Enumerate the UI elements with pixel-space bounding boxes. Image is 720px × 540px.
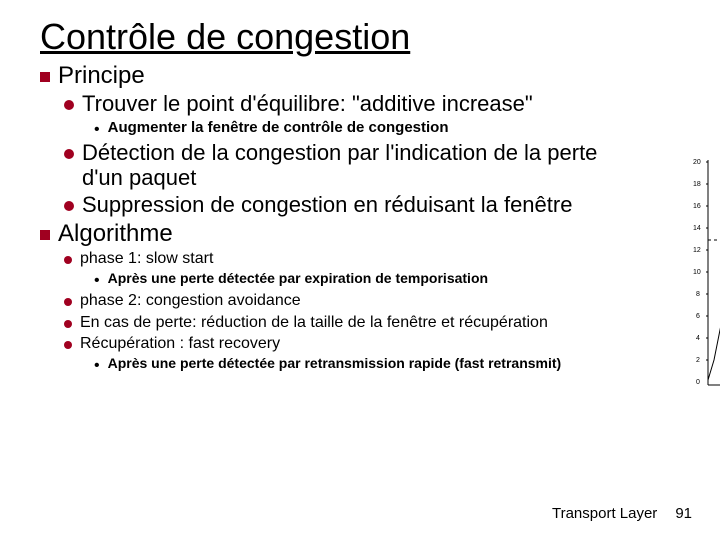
bullet-circle (64, 100, 74, 110)
principe-item-0-sub-0: Augmenter la fenêtre de contrôle de cong… (108, 119, 449, 137)
algo-item-1: phase 2: congestion avoidance (80, 291, 301, 310)
algo-item-3: Récupération : fast recovery (80, 334, 280, 353)
section-principe: Principe (58, 62, 145, 90)
svg-text:18: 18 (693, 181, 701, 188)
svg-text:4: 4 (696, 335, 700, 342)
algo-item-3-sub-0: Après une perte détectée par retransmiss… (108, 355, 562, 372)
bullet-circle (64, 201, 74, 211)
bullet-circle (64, 298, 72, 306)
footer: Transport Layer 91 (552, 505, 692, 522)
svg-text:8: 8 (696, 291, 700, 298)
svg-text:12: 12 (693, 247, 701, 254)
footer-page: 91 (675, 505, 692, 522)
bullet-dot: • (94, 358, 100, 374)
bullet-circle (64, 320, 72, 328)
footer-label: Transport Layer (552, 505, 657, 522)
svg-text:14: 14 (693, 225, 701, 232)
svg-text:10: 10 (693, 269, 701, 276)
algo-item-0: phase 1: slow start (80, 249, 213, 268)
svg-text:0: 0 (696, 379, 700, 386)
svg-text:6: 6 (696, 313, 700, 320)
slide-title: Contrôle de congestion (40, 18, 720, 56)
bullet-square (40, 230, 50, 240)
svg-text:20: 20 (693, 159, 701, 166)
bullet-circle (64, 149, 74, 159)
bullet-circle (64, 341, 72, 349)
algo-item-2: En cas de perte: réduction de la taille … (80, 313, 548, 332)
principe-item-0: Trouver le point d'équilibre: "additive … (82, 91, 533, 116)
bullet-dot: • (94, 273, 100, 289)
svg-text:2: 2 (696, 357, 700, 364)
algo-item-0-sub-0: Après une perte détectée par expiration … (108, 270, 488, 287)
chart-thumbnail: 20 18 16 14 12 10 8 6 4 2 0 (690, 150, 720, 410)
section-algorithme: Algorithme (58, 220, 173, 248)
bullet-circle (64, 256, 72, 264)
bullet-dot: • (94, 122, 100, 138)
bullet-square (40, 72, 50, 82)
principe-item-2: Suppression de congestion en réduisant l… (82, 192, 572, 217)
principe-item-1: Détection de la congestion par l'indicat… (82, 140, 602, 191)
svg-text:16: 16 (693, 203, 701, 210)
